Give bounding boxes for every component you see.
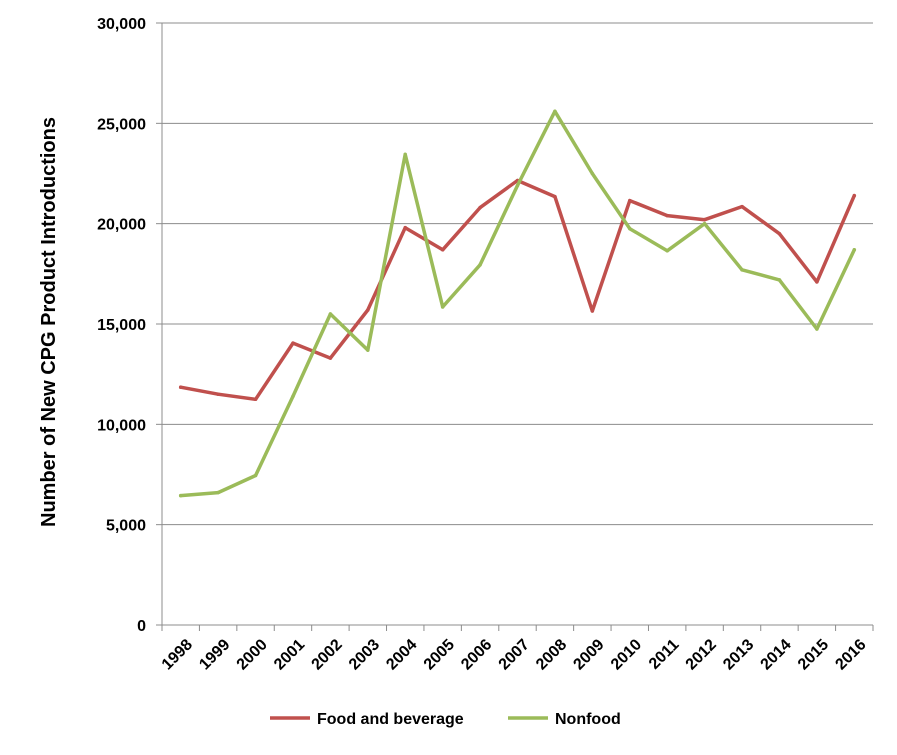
- y-tick-label: 25,000: [97, 116, 146, 133]
- legend-item: Food and beverage: [270, 711, 464, 728]
- y-tick-label: 5,000: [106, 518, 146, 535]
- data-point: [291, 394, 295, 398]
- legend-label: Nonfood: [555, 711, 621, 728]
- data-point: [852, 248, 857, 252]
- data-point: [478, 263, 482, 267]
- x-tick-label: 2000: [234, 636, 271, 673]
- x-tick-label: 2008: [533, 636, 570, 673]
- data-point: [665, 249, 669, 253]
- x-tick-label: 2006: [458, 636, 495, 673]
- data-point: [440, 248, 445, 252]
- data-point: [777, 278, 782, 282]
- x-tick-label: 2001: [271, 636, 308, 673]
- y-tick-labels: 0 5,000 10,000 15,000 20,000 25,000 30,000: [97, 16, 146, 635]
- axes: [156, 22, 874, 631]
- x-tick-label: 2011: [646, 636, 683, 673]
- data-point: [440, 305, 445, 309]
- y-tick-label: 0: [137, 618, 146, 635]
- y-tick-label: 30,000: [97, 16, 146, 33]
- x-tick-labels: 1998 1999 2000 2001 2002 2003 2004 2005 2006 2007…: [159, 636, 870, 673]
- data-point: [478, 205, 482, 210]
- data-point: [815, 280, 819, 284]
- data-point: [253, 473, 258, 478]
- y-tick-label: 10,000: [97, 417, 146, 434]
- data-point: [366, 348, 370, 352]
- data-point: [291, 341, 295, 345]
- data-point: [590, 171, 595, 176]
- data-point: [777, 231, 782, 236]
- x-tick-label: 2013: [720, 636, 757, 673]
- data-point: [702, 217, 707, 222]
- data-point: [515, 183, 520, 188]
- data-point: [328, 312, 333, 316]
- data-point: [178, 493, 183, 498]
- y-tick-label: 20,000: [97, 217, 146, 234]
- data-point: [216, 392, 220, 396]
- data-point: [178, 385, 183, 389]
- data-point: [366, 308, 370, 312]
- series-lines: [178, 109, 857, 498]
- series-line-nonfood: [178, 109, 857, 498]
- x-tick-label: 2002: [309, 636, 346, 673]
- x-tick-label: 2010: [608, 636, 645, 673]
- x-tick-label: 2012: [683, 636, 720, 673]
- x-tick-label: 1998: [159, 636, 196, 673]
- x-tick-label: 1999: [196, 636, 233, 673]
- x-tick-label: 2009: [570, 636, 607, 673]
- data-point: [216, 490, 220, 495]
- x-tick-label: 2015: [795, 636, 832, 673]
- data-point: [253, 397, 258, 401]
- x-tick-label: 2016: [832, 636, 869, 673]
- legend: Food and beverage Nonfood: [270, 711, 621, 728]
- data-point: [740, 204, 744, 209]
- data-point: [553, 194, 557, 199]
- data-point: [665, 213, 669, 218]
- data-point: [328, 356, 333, 360]
- legend-item: Nonfood: [508, 711, 621, 728]
- data-point: [628, 226, 632, 231]
- legend-label: Food and beverage: [317, 711, 464, 728]
- series-line-food-and-beverage: [178, 178, 857, 402]
- data-point: [403, 225, 407, 230]
- x-tick-label: 2007: [496, 636, 533, 673]
- x-tick-label: 2003: [346, 636, 383, 673]
- x-tick-label: 2005: [421, 636, 458, 673]
- x-tick-label: 2014: [758, 636, 795, 673]
- y-tick-label: 15,000: [97, 317, 146, 334]
- data-point: [815, 327, 819, 331]
- data-point: [403, 152, 407, 157]
- data-point: [702, 221, 707, 226]
- data-point: [628, 198, 632, 203]
- y-axis-title: Number of New CPG Product Introductions: [38, 117, 60, 527]
- data-point: [740, 268, 744, 272]
- x-tick-label: 2004: [383, 636, 420, 673]
- data-point: [590, 309, 595, 313]
- data-point: [553, 109, 557, 114]
- data-point: [852, 193, 857, 198]
